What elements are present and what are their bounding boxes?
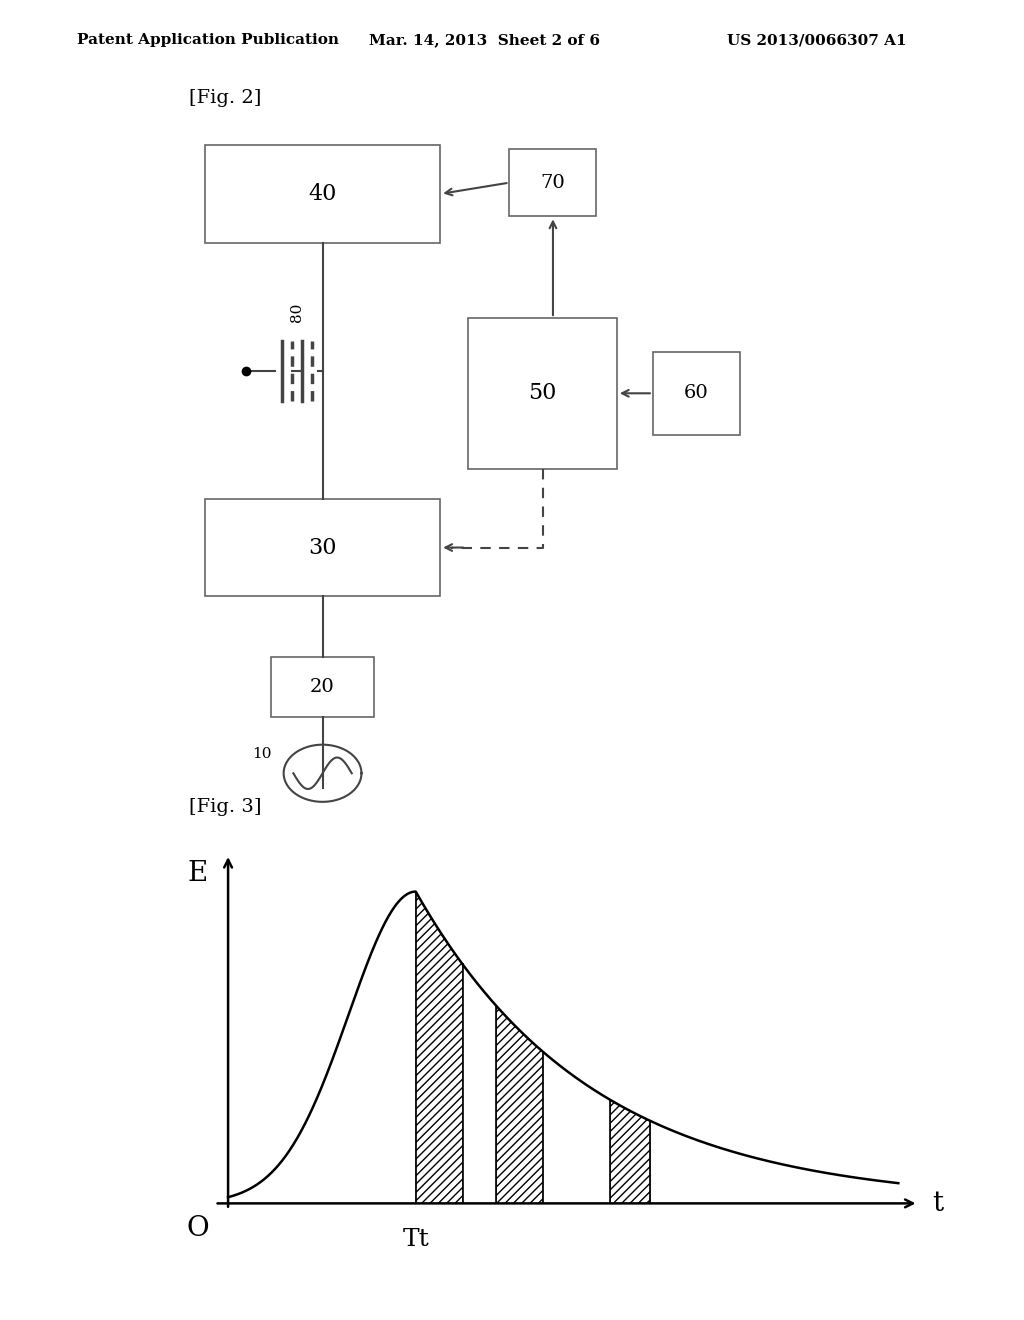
Text: O: O [186, 1214, 209, 1242]
Text: Patent Application Publication: Patent Application Publication [77, 33, 339, 48]
Bar [510, 149, 596, 216]
Text: 80: 80 [290, 302, 304, 322]
Bar [205, 499, 440, 597]
Bar [271, 656, 374, 717]
Text: Mar. 14, 2013  Sheet 2 of 6: Mar. 14, 2013 Sheet 2 of 6 [369, 33, 600, 48]
Text: US 2013/0066307 A1: US 2013/0066307 A1 [727, 33, 906, 48]
Text: 20: 20 [310, 677, 335, 696]
Text: 60: 60 [684, 384, 709, 403]
Text: 10: 10 [252, 747, 271, 762]
Text: 30: 30 [308, 536, 337, 558]
Text: [Fig. 2]: [Fig. 2] [189, 88, 262, 107]
Text: Tt: Tt [402, 1229, 429, 1251]
Text: 70: 70 [541, 174, 565, 191]
Bar [653, 352, 739, 434]
Text: 40: 40 [308, 183, 337, 205]
Text: [Fig. 3]: [Fig. 3] [189, 797, 262, 816]
Bar [205, 145, 440, 243]
Text: 50: 50 [528, 383, 557, 404]
Bar [469, 318, 616, 469]
Text: t: t [932, 1189, 943, 1217]
Text: E: E [187, 861, 208, 887]
